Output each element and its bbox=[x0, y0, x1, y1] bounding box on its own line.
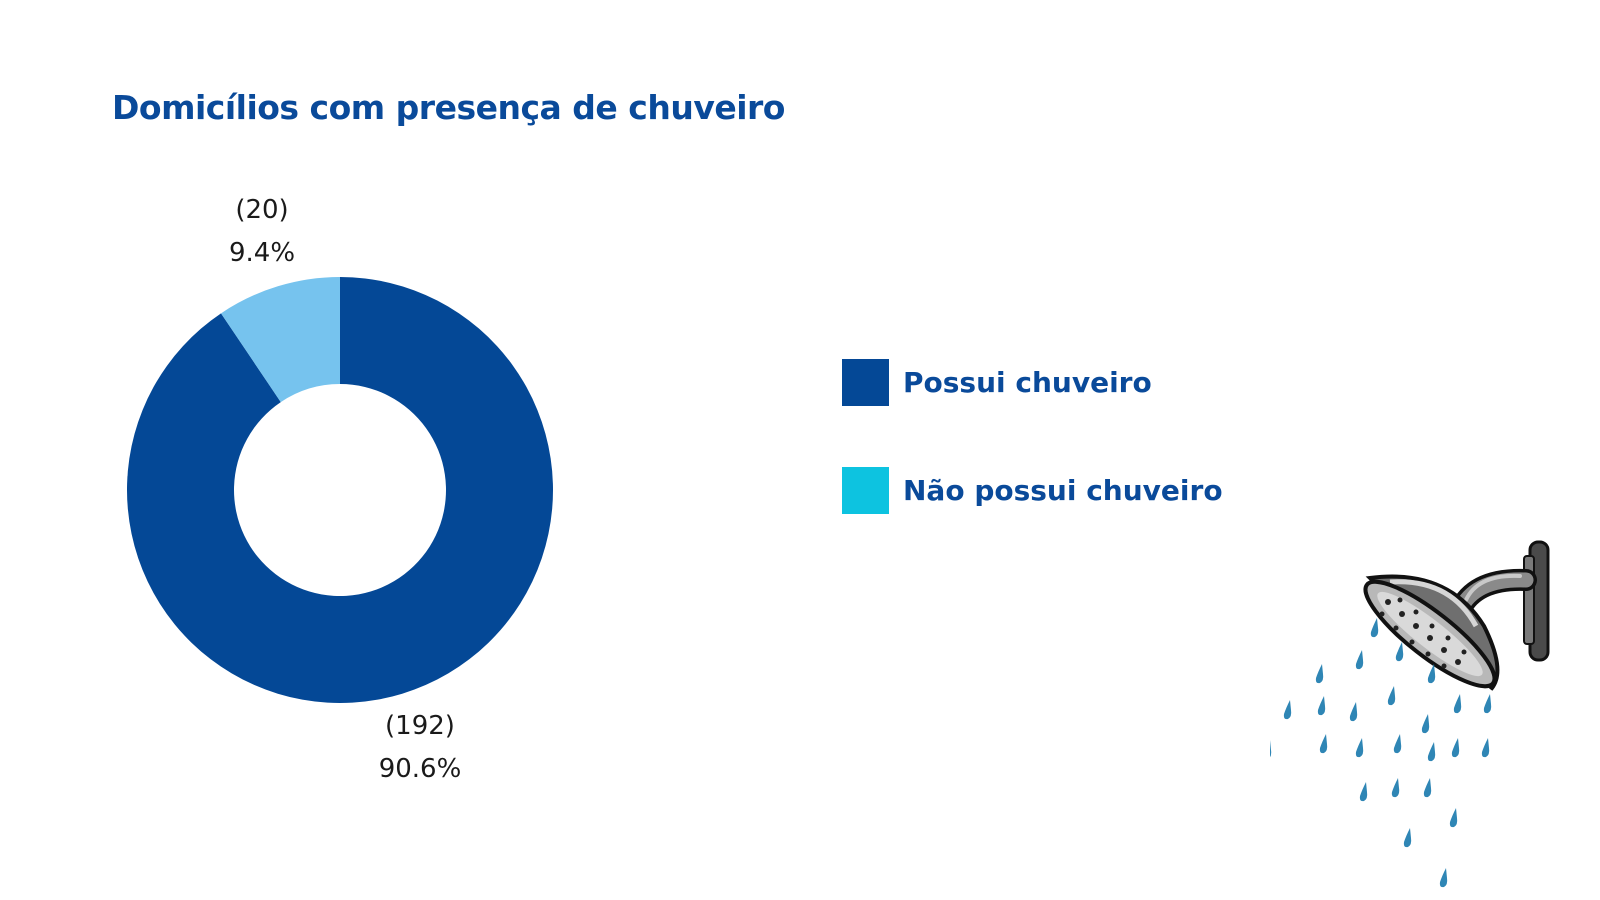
donut-slice-nao-possui bbox=[221, 277, 340, 403]
water-drop-icon bbox=[1395, 642, 1404, 662]
percent-label-possui: 90.6% bbox=[379, 754, 462, 784]
count-label-nao-possui: (20) bbox=[235, 195, 288, 225]
water-drop-icon bbox=[1427, 742, 1436, 762]
water-drop-icon bbox=[1391, 778, 1400, 798]
legend-swatch-possui bbox=[842, 358, 889, 406]
water-drop-icon bbox=[1403, 828, 1412, 848]
water-drop-icon bbox=[1451, 738, 1460, 758]
water-drop-icon bbox=[1349, 702, 1358, 722]
legend-swatch-nao-possui bbox=[842, 466, 889, 514]
water-drop-icon bbox=[1315, 664, 1324, 684]
water-drop-icon bbox=[1370, 618, 1379, 638]
legend: Possui chuveiro Não possui chuveiro bbox=[842, 358, 1223, 574]
water-drop-icon bbox=[1387, 686, 1396, 706]
water-drop-icon bbox=[1319, 734, 1328, 754]
water-drop-icon bbox=[1453, 694, 1462, 714]
legend-label-possui: Possui chuveiro bbox=[903, 365, 1152, 399]
water-drop-icon bbox=[1427, 664, 1436, 684]
water-drop-icon bbox=[1355, 650, 1364, 670]
water-drop-icon bbox=[1449, 808, 1458, 828]
water-drop-icon bbox=[1270, 740, 1272, 758]
legend-item-possui: Possui chuveiro bbox=[842, 358, 1223, 406]
donut-chart: (192) 90.6% (20) 9.4% bbox=[126, 195, 553, 784]
donut-slice-possui bbox=[126, 277, 553, 703]
water-drop-icon bbox=[1423, 778, 1432, 798]
water-drop-icon bbox=[1483, 694, 1492, 714]
shower-head-icon bbox=[1270, 540, 1550, 888]
water-drop-icon bbox=[1283, 700, 1292, 720]
water-drop-icon bbox=[1421, 714, 1430, 734]
water-drop-icon bbox=[1393, 734, 1402, 754]
percent-label-nao-possui: 9.4% bbox=[229, 238, 295, 268]
water-drop-icon bbox=[1317, 696, 1326, 716]
water-drop-icon bbox=[1439, 868, 1448, 888]
water-drop-icon bbox=[1355, 738, 1364, 758]
water-drop-icon bbox=[1359, 782, 1368, 802]
chart-title: Domicílios com presença de chuveiro bbox=[112, 88, 785, 127]
legend-item-nao-possui: Não possui chuveiro bbox=[842, 466, 1223, 514]
count-label-possui: (192) bbox=[385, 711, 455, 741]
legend-label-nao-possui: Não possui chuveiro bbox=[903, 473, 1223, 507]
water-drop-icon bbox=[1481, 738, 1490, 758]
